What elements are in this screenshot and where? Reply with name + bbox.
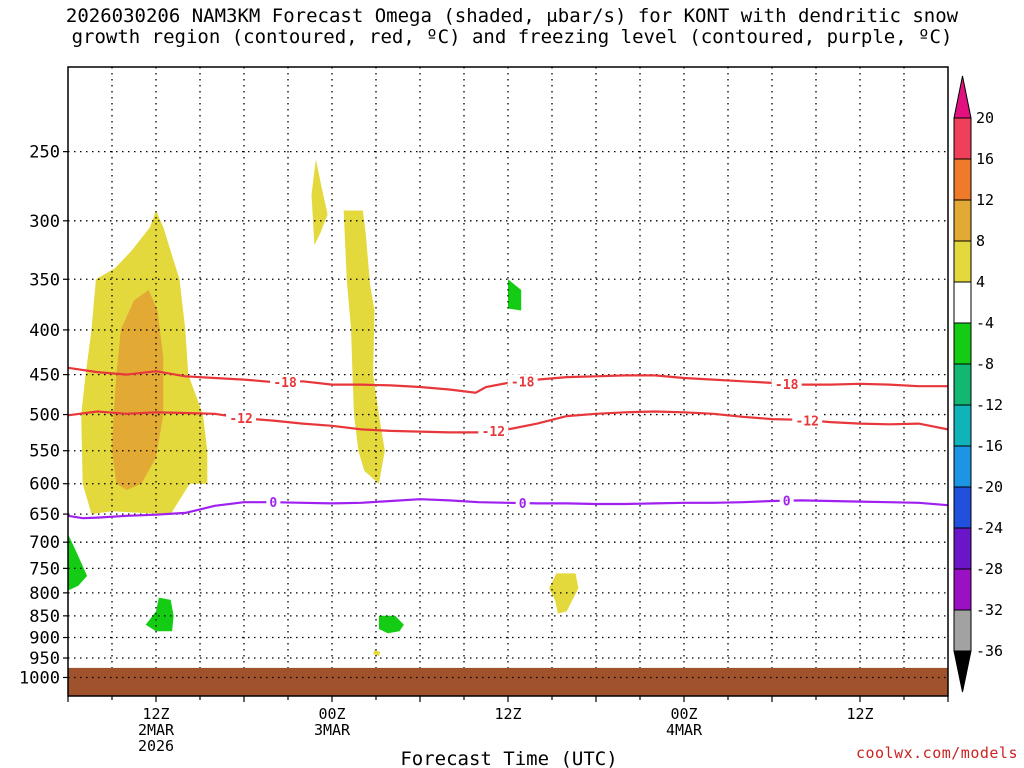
colorbar-label-11: -24 [976, 519, 1003, 537]
y-tick-label-450: 450 [29, 366, 60, 386]
contour-label-minus18-2: -18 [511, 375, 535, 390]
colorbar-swatch-12 [953, 568, 972, 611]
omega-region-6 [549, 573, 579, 614]
colorbar-swatch-4 [953, 240, 972, 283]
colorbar-swatch-9 [953, 445, 972, 488]
colorbar-label-13: -32 [976, 601, 1003, 619]
contour-label-minus12-2: -12 [482, 425, 505, 440]
colorbar-bottom-arrow [953, 650, 972, 693]
y-tick-label-1000: 1000 [19, 668, 60, 688]
omega-region-4 [343, 210, 385, 484]
contour-label-minus18-3: -18 [775, 378, 799, 393]
colorbar-label-4: 8 [976, 232, 985, 250]
contour-label-minus12-1: -12 [229, 412, 252, 427]
colorbar-label-14: -36 [976, 642, 1003, 660]
y-tick-label-600: 600 [29, 475, 60, 495]
y-tick-label-850: 850 [29, 607, 60, 627]
colorbar-swatch-1 [953, 117, 972, 160]
colorbar-swatch-6 [953, 322, 972, 365]
contour-label-minus18-1: -18 [273, 376, 297, 391]
x-tick-label-42-1: 00Z [670, 705, 697, 723]
omega-region-7 [508, 279, 522, 311]
grid-lines [68, 67, 948, 679]
colorbar-label-1: 20 [976, 109, 994, 127]
contour-label-0-3: 0 [783, 495, 791, 510]
omega-region-3 [311, 159, 328, 246]
colorbar-label-12: -28 [976, 560, 1003, 578]
x-tick-label-54-1: 12Z [846, 705, 873, 723]
colorbar-label-2: 16 [976, 150, 994, 168]
colorbar-label-7: -8 [976, 355, 994, 373]
colorbar-swatch-5 [953, 281, 972, 324]
y-tick-label-500: 500 [29, 406, 60, 426]
y-tick-label-950: 950 [29, 649, 60, 669]
y-tick-label-700: 700 [29, 533, 60, 553]
colorbar-label-8: -12 [976, 396, 1003, 414]
colorbar-swatch-2 [953, 158, 972, 201]
colorbar-label-10: -20 [976, 478, 1003, 496]
source-credit: coolwx.com/models [855, 744, 1018, 762]
temperature-contours: -18 -18 -18 -12 -12 -12 0 0 0 [68, 366, 948, 520]
ground-surface [68, 667, 948, 696]
x-tick-label-30-1: 12Z [494, 705, 521, 723]
ground-layer [68, 667, 948, 696]
y-axis: 2503003504004505005506006507007508008509… [19, 143, 68, 688]
y-tick-label-250: 250 [29, 143, 60, 163]
colorbar-swatch-7 [953, 363, 972, 406]
y-tick-label-550: 550 [29, 442, 60, 462]
colorbar-label-6: -4 [976, 314, 994, 332]
y-tick-label-650: 650 [29, 505, 60, 525]
contour-label-0-1: 0 [269, 496, 277, 511]
y-tick-label-750: 750 [29, 559, 60, 579]
colorbar-label-5: 4 [976, 273, 985, 291]
y-tick-label-300: 300 [29, 212, 60, 232]
x-tick-label-6-3: 2026 [138, 737, 174, 755]
chart-title: 2026030206 NAM3KM Forecast Omega (shaded… [0, 6, 1024, 48]
colorbar-swatch-10 [953, 486, 972, 529]
chart-title-line-2: growth region (contoured, red, ºC) and f… [71, 26, 953, 48]
omega-region-10 [378, 615, 404, 634]
colorbar-legend: 20 16 12 8 4 -4 -8 -12 -16 -20 -24 -28 -32 -36 [953, 75, 1003, 693]
contour-label-minus12-3: -12 [795, 414, 818, 429]
y-tick-label-350: 350 [29, 270, 60, 290]
omega-region-8 [68, 534, 88, 591]
omega-region-5 [373, 650, 381, 656]
omega-region-2 [112, 290, 164, 490]
x-tick-label-6-1: 12Z [142, 705, 169, 723]
contour-label-0-2: 0 [519, 497, 527, 512]
omega-region-9 [145, 597, 174, 632]
colorbar-label-9: -16 [976, 437, 1003, 455]
x-tick-label-6-2: 2MAR [138, 721, 175, 739]
x-tick-label-42-2: 4MAR [666, 721, 703, 739]
colorbar-swatch-13 [953, 609, 972, 652]
y-tick-label-900: 900 [29, 629, 60, 649]
x-tick-label-18-1: 00Z [318, 705, 345, 723]
y-tick-label-800: 800 [29, 584, 60, 604]
y-tick-label-400: 400 [29, 321, 60, 341]
colorbar-swatch-3 [953, 199, 972, 242]
x-tick-label-18-2: 3MAR [314, 721, 351, 739]
colorbar-swatch-11 [953, 527, 972, 570]
colorbar-top-arrow [953, 75, 972, 119]
omega-shaded-regions [68, 159, 579, 656]
colorbar-swatch-8 [953, 404, 972, 447]
x-axis-title: Forecast Time (UTC) [400, 748, 617, 768]
colorbar-label-3: 12 [976, 191, 994, 209]
chart-title-line-1: 2026030206 NAM3KM Forecast Omega (shaded… [65, 5, 959, 27]
